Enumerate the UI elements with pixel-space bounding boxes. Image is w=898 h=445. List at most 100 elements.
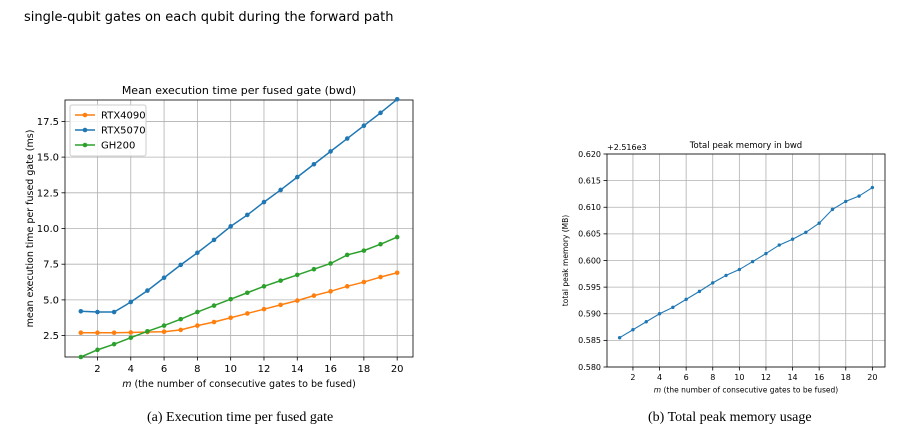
data-point (724, 273, 728, 278)
data-point (278, 187, 283, 193)
x-tick-label: 8 (710, 373, 715, 382)
data-point (311, 266, 317, 272)
data-point (328, 289, 333, 294)
data-point (684, 297, 688, 302)
data-point (857, 194, 861, 198)
data-point (78, 354, 84, 360)
data-point (228, 315, 233, 321)
data-point (361, 248, 367, 253)
x-tick-label: 8 (194, 364, 200, 375)
data-point (195, 309, 200, 315)
x-axis-label: m (the number of consecutive gates to be… (654, 386, 838, 395)
data-point (161, 323, 167, 328)
data-point (804, 230, 808, 234)
data-point (294, 272, 300, 278)
series-line (80, 272, 398, 334)
data-point (631, 328, 635, 332)
execution-time-chart: 2 4 6 8 10 12 14 16 18 20 2.5 5.0 7.5 10.0 12.5 15.0 17.… (25, 84, 414, 390)
data-point (737, 267, 742, 272)
x-tick-label: 2 (94, 364, 100, 375)
data-point (178, 327, 184, 333)
data-point (817, 221, 821, 225)
y-offset-label: +2.516e3 (607, 143, 647, 152)
data-point (261, 306, 267, 312)
data-point (161, 275, 167, 281)
series-line (80, 98, 398, 313)
y-tick-label: 0.605 (578, 230, 601, 239)
data-point (228, 224, 233, 229)
data-point (211, 237, 217, 243)
data-point (195, 250, 200, 256)
data-point (378, 274, 383, 280)
x-tick-label: 4 (657, 373, 662, 382)
data-point (844, 199, 848, 204)
legend-marker (82, 127, 88, 133)
data-point (178, 316, 184, 322)
y-tick-label: 7.5 (43, 260, 59, 271)
data-point (870, 185, 875, 190)
data-point (657, 312, 662, 316)
data-point (178, 262, 184, 268)
data-point (671, 305, 675, 310)
x-tick-label: 14 (291, 364, 304, 375)
y-tick-label: 0.585 (578, 336, 601, 345)
data-point (644, 320, 648, 324)
legend-label: GH200 (101, 141, 135, 152)
x-tick-label: 6 (684, 373, 689, 382)
x-tick-label: 20 (391, 364, 404, 375)
y-tick-label: 0.590 (578, 310, 601, 319)
y-tick-label: 15.0 (37, 153, 59, 164)
data-point (777, 243, 781, 247)
data-point (790, 237, 795, 241)
data-point (394, 96, 400, 102)
x-tick-label: 16 (324, 364, 337, 375)
data-point (261, 284, 267, 289)
data-point (111, 341, 117, 347)
x-tick-label: 16 (814, 373, 824, 382)
data-point (361, 123, 367, 128)
data-point (711, 281, 715, 285)
series-line (619, 187, 873, 339)
data-point (378, 241, 383, 247)
data-point (245, 311, 250, 316)
data-point (294, 174, 300, 180)
data-point (128, 299, 134, 305)
data-point (78, 330, 84, 336)
y-tick-label: 17.5 (37, 117, 59, 128)
data-point (95, 347, 100, 353)
data-point (211, 303, 217, 308)
x-tick-label: 2 (630, 373, 635, 382)
data-point (195, 323, 200, 328)
data-point (344, 252, 350, 258)
data-point (245, 290, 250, 296)
data-point (378, 110, 383, 116)
x-tick-label: 18 (841, 373, 851, 382)
data-point (278, 302, 283, 308)
data-point (830, 207, 835, 212)
x-tick-label: 12 (761, 373, 771, 382)
legend-marker (82, 142, 88, 148)
data-point (328, 261, 333, 266)
legend-label: RTX5070 (101, 126, 146, 137)
data-point (161, 329, 167, 335)
data-point (328, 149, 333, 154)
data-point (764, 251, 768, 256)
x-tick-label: 6 (161, 364, 167, 375)
x-axis-label: m (the number of consecutive gates to be… (122, 379, 356, 390)
x-tick-label: 12 (258, 364, 271, 375)
x-tick-label: 20 (867, 373, 877, 382)
data-point (394, 270, 400, 276)
data-point (311, 293, 317, 298)
y-tick-label: 0.580 (578, 363, 601, 372)
data-point (697, 289, 702, 294)
data-point (128, 330, 134, 335)
y-tick-label: 10.0 (37, 224, 59, 235)
data-point (261, 199, 267, 205)
data-point (311, 161, 317, 167)
y-tick-label: 0.615 (578, 176, 601, 185)
caption-b: (b) Total peak memory usage (648, 410, 812, 425)
y-tick-label: 0.600 (578, 256, 601, 265)
x-tick-label: 4 (128, 364, 134, 375)
data-point (111, 309, 117, 315)
data-point (750, 259, 755, 264)
